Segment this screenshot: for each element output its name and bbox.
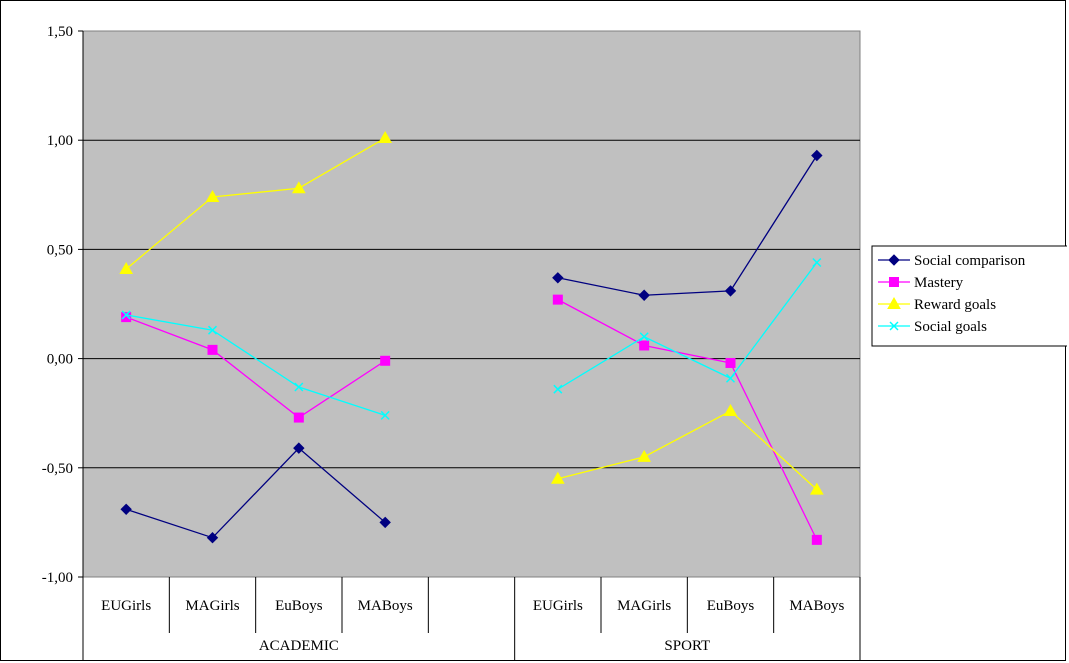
x-tick-label: MABoys — [789, 598, 844, 614]
x-tick-label: EUGirls — [533, 598, 583, 614]
x-tick-label: MAGirls — [185, 598, 239, 614]
y-tick-label: 0,00 — [47, 352, 73, 368]
data-point-stroke — [725, 373, 736, 383]
data-point-stroke — [812, 257, 822, 268]
y-tick-label: -0,50 — [42, 461, 73, 477]
legend-entry: Reward goals — [878, 296, 996, 313]
data-point — [639, 332, 649, 342]
data-point — [725, 357, 736, 368]
legend-entry: Social goals — [878, 319, 987, 335]
data-point — [725, 373, 736, 383]
data-point — [121, 310, 131, 320]
series-line — [125, 137, 386, 270]
legend-entry: Mastery — [878, 275, 964, 291]
y-tick-label: 0,50 — [47, 242, 73, 258]
legend-label: Social goals — [914, 319, 987, 335]
data-point — [293, 412, 304, 423]
data-point — [812, 257, 822, 268]
series-line — [557, 410, 818, 491]
data-point — [121, 312, 132, 323]
y-tick-label: 1,50 — [47, 24, 73, 40]
data-point — [291, 181, 306, 194]
series-1 — [121, 294, 822, 545]
data-point-stroke — [380, 410, 390, 420]
data-point — [293, 442, 305, 454]
data-point — [724, 285, 737, 297]
data-point — [809, 482, 824, 495]
data-point — [552, 294, 563, 305]
x-tick-label: MABoys — [358, 598, 413, 614]
plot-area — [82, 30, 861, 578]
legend-entry: Social comparison — [878, 253, 1026, 269]
data-point — [723, 404, 738, 417]
legend-marker-stroke — [889, 321, 899, 331]
x-tick-label: EuBoys — [707, 598, 755, 614]
series-line — [557, 299, 818, 541]
data-point — [550, 471, 565, 484]
legend-marker — [888, 254, 900, 266]
y-tick-label: -1,00 — [42, 570, 73, 586]
data-point — [294, 382, 304, 392]
data-point — [639, 340, 650, 351]
legend-label: Social comparison — [914, 253, 1026, 269]
data-point — [552, 272, 564, 284]
x-tick-label: EuBoys — [275, 598, 323, 614]
legend-marker — [887, 296, 901, 309]
data-point — [637, 449, 652, 462]
data-point — [205, 189, 220, 202]
y-tick-label: 1,00 — [47, 133, 73, 149]
data-point — [207, 344, 218, 355]
legend-marker — [889, 277, 899, 287]
series-line — [557, 262, 818, 390]
data-point — [378, 131, 393, 144]
data-point — [638, 289, 650, 301]
data-point-stroke — [639, 332, 649, 342]
data-point — [553, 384, 563, 394]
data-point-stroke — [207, 325, 218, 335]
legend-label: Mastery — [914, 275, 964, 291]
series-3 — [121, 257, 822, 420]
data-point — [811, 534, 822, 545]
series-line — [125, 316, 386, 419]
legend-marker — [889, 321, 899, 331]
data-point-stroke — [121, 310, 131, 320]
data-point-stroke — [553, 384, 563, 394]
series-layer — [119, 131, 824, 545]
legend-label: Reward goals — [914, 297, 996, 313]
group-label: SPORT — [664, 638, 710, 654]
data-point — [206, 531, 219, 544]
data-point — [380, 410, 390, 420]
data-point — [380, 355, 391, 366]
data-point — [120, 503, 132, 516]
data-point-stroke — [294, 382, 304, 392]
legend-box — [871, 245, 1067, 347]
series-line — [557, 155, 818, 296]
data-point — [207, 325, 218, 335]
group-label: ACADEMIC — [259, 638, 339, 654]
data-point — [811, 149, 823, 162]
data-point — [119, 262, 134, 275]
series-2 — [119, 131, 824, 495]
legend: Social comparison Mastery Reward goals Soci… — [871, 245, 1067, 347]
x-tick-label: MAGirls — [617, 598, 671, 614]
x-tick-label: EUGirls — [101, 598, 151, 614]
series-line — [126, 314, 386, 417]
axes: -1,00 -0,50 0,00 0,50 1,00 1,50 EUGirls MAGirls… — [42, 24, 861, 661]
series-line — [125, 447, 386, 539]
data-point — [379, 516, 391, 529]
series-0 — [120, 149, 823, 544]
